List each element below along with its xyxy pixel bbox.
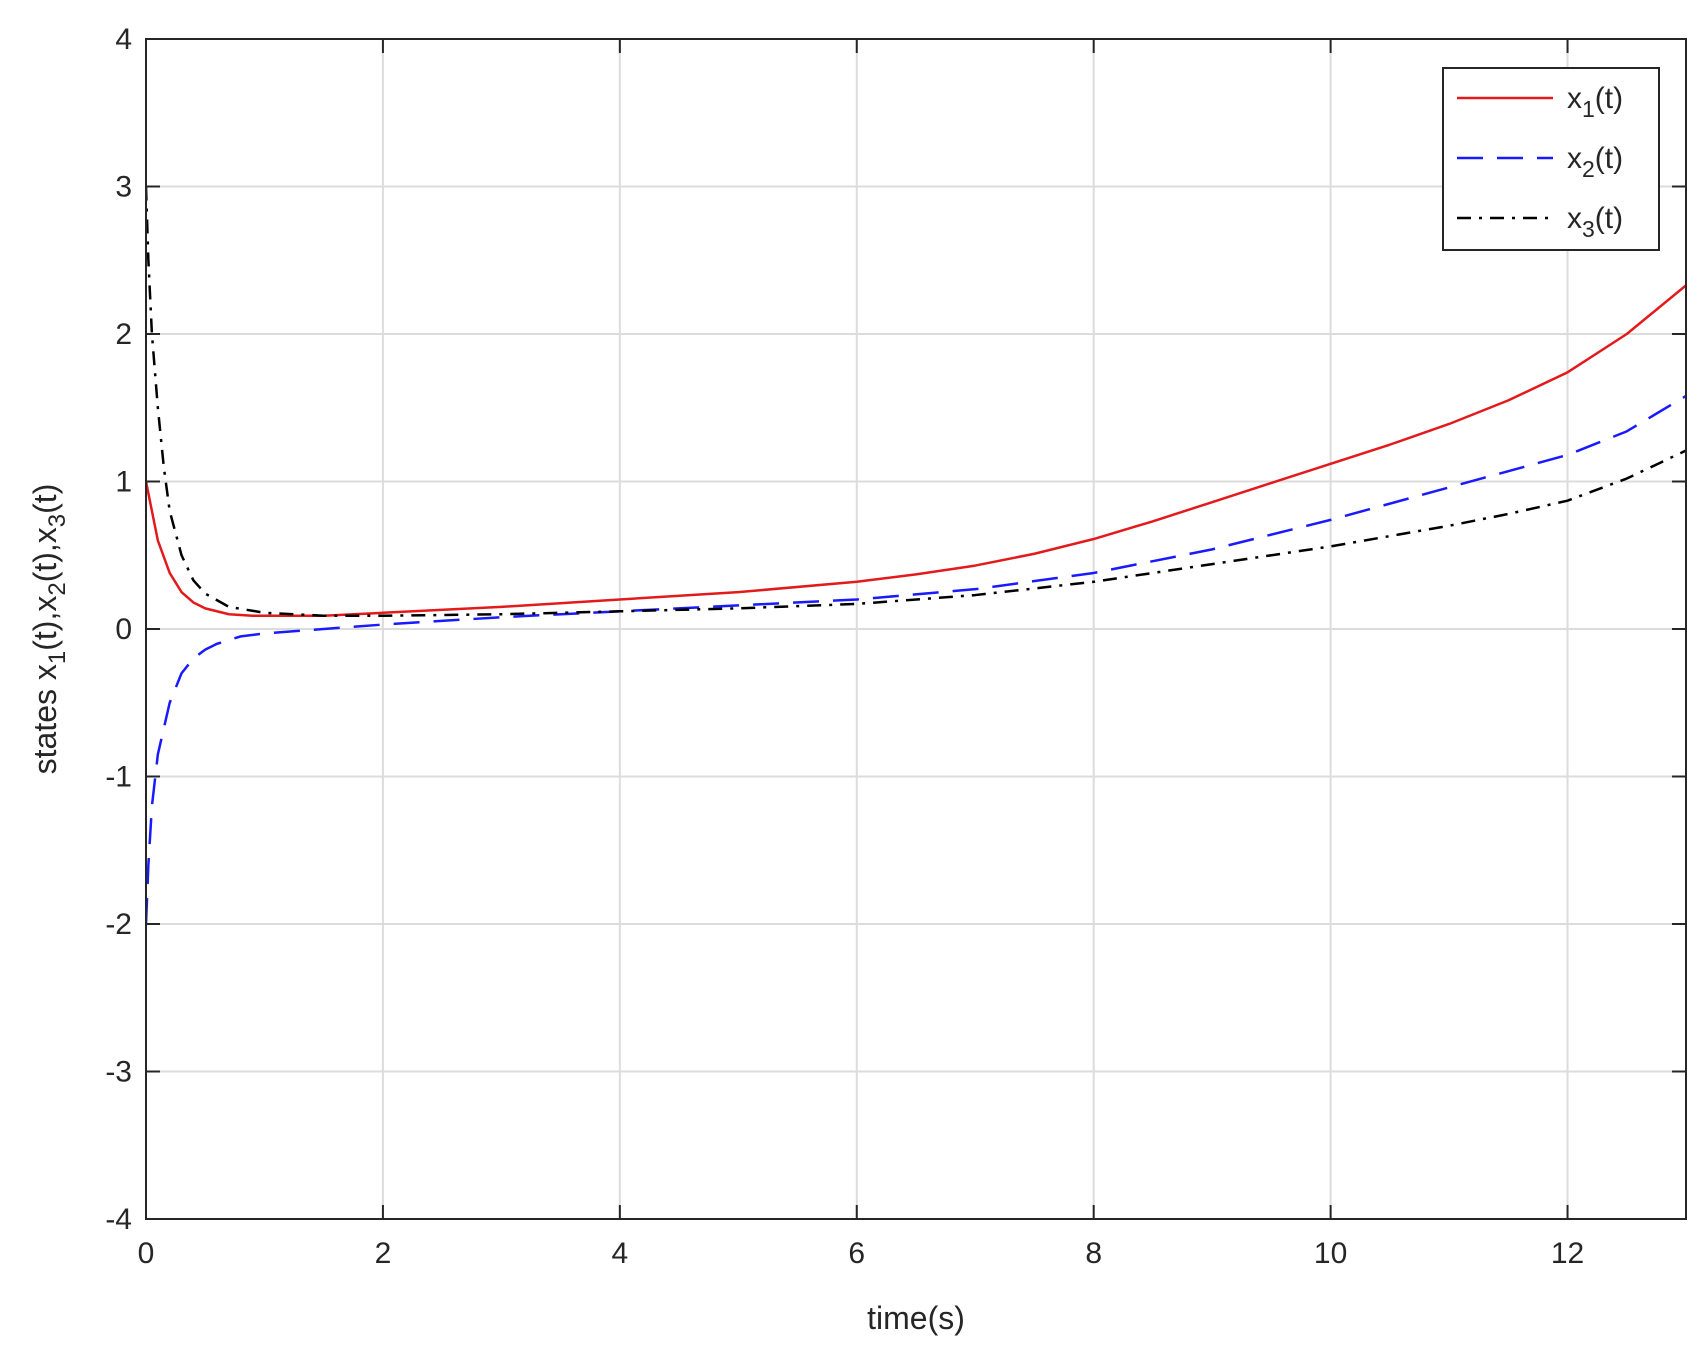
series-line-x1 xyxy=(146,284,1686,617)
legend-label-x1: x1(t) xyxy=(1567,82,1623,122)
y-axis-label: states x1(t),x2(t),x3(t) xyxy=(27,484,71,775)
y-label-subscript: 2 xyxy=(44,582,71,595)
y-label-text: (t),x xyxy=(27,527,63,582)
x-tick-label: 10 xyxy=(1314,1237,1347,1270)
x-tick-label: 2 xyxy=(375,1237,392,1270)
x-tick-label: 6 xyxy=(848,1237,865,1270)
y-tick-label: 2 xyxy=(115,318,132,351)
series-line-x3 xyxy=(146,186,1686,617)
x-tick-label: 12 xyxy=(1551,1237,1584,1270)
y-tick-label: -4 xyxy=(105,1203,132,1236)
axes xyxy=(145,38,1687,1220)
y-tick-label: -3 xyxy=(105,1056,132,1089)
legend-label-x2: x2(t) xyxy=(1567,142,1623,182)
series-line-x2 xyxy=(146,394,1686,925)
y-tick-label: 4 xyxy=(115,23,132,56)
x-tick-label: 4 xyxy=(612,1237,629,1270)
legend-label-x3: x3(t) xyxy=(1567,202,1623,242)
y-tick-label: 1 xyxy=(115,466,132,499)
y-tick-label: -2 xyxy=(105,908,132,941)
y-tick-label: 3 xyxy=(115,171,132,204)
y-label-subscript: 3 xyxy=(44,514,71,527)
y-tick-label: -1 xyxy=(105,761,132,794)
y-label-text: (t),x xyxy=(27,596,63,651)
x-axis-label: time(s) xyxy=(867,1300,965,1336)
y-label-text: states x xyxy=(27,664,63,774)
y-tick-label: 0 xyxy=(115,613,132,646)
legend: x1(t) x2(t) x3(t) xyxy=(1442,67,1660,251)
x-tick-label: 0 xyxy=(138,1237,155,1270)
y-label-subscript: 1 xyxy=(44,651,71,664)
x-tick-label: 8 xyxy=(1085,1237,1102,1270)
y-label-text: (t) xyxy=(27,484,63,514)
series-lines xyxy=(146,186,1686,925)
